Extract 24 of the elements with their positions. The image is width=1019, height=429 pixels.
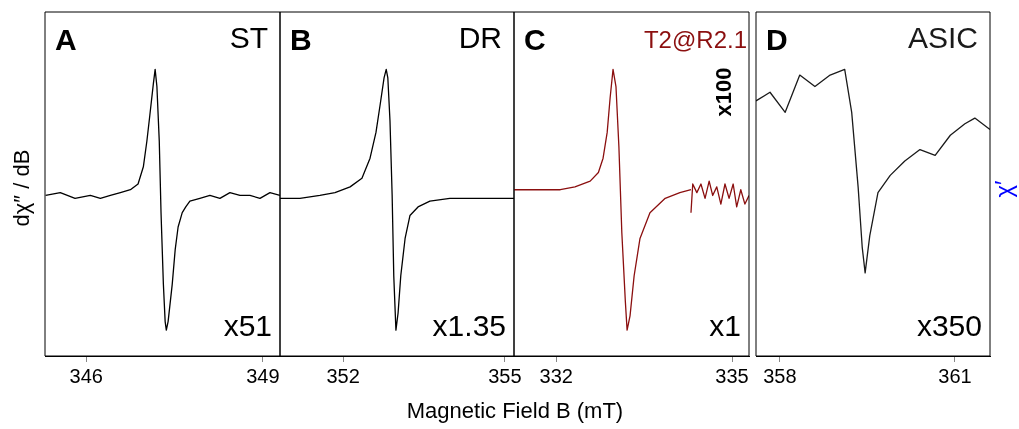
x-tick-label: 358 (763, 364, 797, 387)
text: D (766, 23, 788, 56)
x-tick-label: 346 (69, 364, 103, 387)
annotation: x51 (223, 309, 272, 342)
x-tick-label: 361 (938, 364, 972, 387)
x-tick-label: 332 (539, 364, 573, 387)
text: T2@R2.1 (643, 26, 747, 53)
text: ASIC (907, 21, 978, 54)
x-tick-label: 349 (246, 364, 280, 387)
text: A (55, 23, 77, 56)
text: DR (458, 21, 502, 54)
annotation: x350 (916, 309, 982, 342)
y-axis-title: dχ″ / dB (9, 148, 35, 229)
text: B (290, 23, 312, 56)
annotation: x100 (711, 67, 736, 117)
annotation: x1 (709, 309, 741, 342)
text: C (524, 23, 546, 56)
x-tick-label: 352 (326, 364, 360, 387)
x-tick-label: 335 (715, 364, 749, 387)
y2-axis-title: χ′ (990, 179, 1018, 200)
annotation: x1.35 (432, 309, 506, 342)
x-axis-title: Magnetic Field B (mT) (405, 398, 625, 424)
x-tick-label: 355 (488, 364, 522, 387)
text: ST (229, 21, 268, 54)
